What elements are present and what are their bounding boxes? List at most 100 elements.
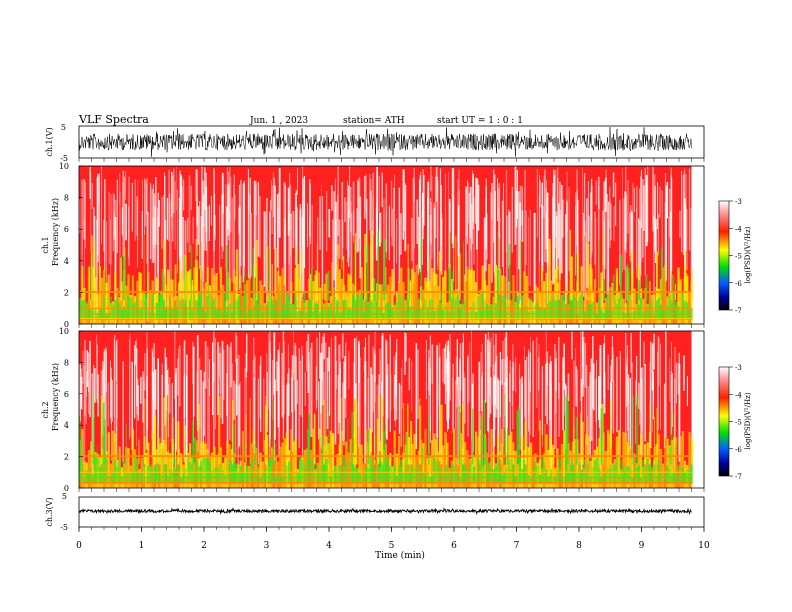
ch2-spec-green-band (316, 464, 319, 485)
ch2-spec-yellow-band (123, 463, 126, 488)
ch2-spec-white-streak (593, 363, 595, 411)
ch1-spec-green-band (351, 294, 354, 320)
ch2-spec-white-streak (175, 375, 176, 470)
ch2-spec-white-streak (339, 362, 341, 451)
ch1-spec-spike (630, 249, 633, 301)
ch1-spec-white-streak (584, 220, 586, 313)
ch2-spec-white-streak (584, 336, 586, 433)
ch1-spec-white-streak (625, 192, 627, 254)
ch1-spec-white-streak (366, 198, 368, 263)
ch1-spec-green-band (354, 299, 357, 320)
ch1-spec-white-streak (101, 166, 102, 244)
ch1-spec-yellow-band (202, 288, 205, 324)
ch2-spec-yellow-band (376, 463, 379, 488)
ch2-spec-white-streak (445, 341, 447, 374)
ch1-spec-green-band (534, 304, 537, 320)
ch2-spec-white-streak (467, 357, 469, 404)
ch2-spec-white-streak (364, 368, 366, 464)
ch2-spec-white-streak (272, 360, 274, 420)
ch2-spec-white-streak (192, 341, 194, 384)
ch1-spec-white-streak (238, 184, 240, 224)
ch2-spec-yellow-band (305, 448, 308, 488)
ch1-freq-tick-label: 10 (59, 162, 69, 171)
ch2-spec-white-streak (674, 346, 676, 446)
ch1-spec-yellow-band (593, 279, 596, 324)
ch2-spec-green-band (519, 457, 522, 485)
ch1-spec-spike (587, 243, 590, 301)
ch1-spec-green-band (340, 311, 343, 320)
ch2-spec-white-streak (355, 339, 357, 448)
ch1-spec-white-streak (84, 218, 85, 291)
ch1-spec-yellow-band (585, 290, 588, 324)
ch2-spec-green-band (554, 476, 557, 485)
ch1-spec-green-band (633, 311, 636, 321)
ch2-spec-white-streak (493, 380, 495, 417)
ch2-spec-green-band (219, 457, 222, 485)
ch2-spec-white-streak (455, 356, 457, 464)
ch1-spec-white-streak (665, 186, 667, 281)
ch1-spec-yellow-band (629, 294, 632, 324)
ch2-spec-white-streak (213, 331, 215, 382)
ch2-spec-yellow-band (404, 444, 407, 488)
ch2-spec-green-band (503, 472, 506, 485)
ch2-spec-white-streak (219, 346, 221, 395)
ch1-spec-yellow-band (382, 293, 385, 324)
ch1-spec-green-band (662, 310, 665, 321)
ch2-spec-white-streak (670, 371, 672, 435)
ch2-spec-green-band (222, 470, 225, 485)
ch2-spec-green-band (384, 462, 387, 485)
ch2-spec-green-band (675, 477, 678, 484)
ch2-spec-green-band (206, 458, 209, 485)
ch2-spec-white-streak (105, 347, 107, 454)
ch1-spec-green-band (681, 291, 684, 320)
ch1-spec-yellow-band (340, 278, 343, 324)
ch2-spec-yellow-band (219, 447, 222, 488)
ch2-spec-green-band (565, 457, 568, 484)
ch2-spec-spike (481, 416, 483, 465)
ch1-spec-yellow-band (508, 281, 511, 324)
ch1-spec-green-band (347, 309, 350, 320)
ch1-spec-yellow-band (499, 268, 502, 324)
ch1-spec-white-streak (486, 213, 488, 260)
ch2-spec-white-streak (281, 353, 283, 417)
ch2-spec-white-streak (600, 345, 602, 419)
ch2-spec-spike (575, 416, 578, 465)
ch2-spec-spike (656, 408, 658, 465)
ch1-spec-green-band (563, 292, 566, 320)
ch1-spec-yellow-band (428, 280, 431, 324)
ch2-spec-yellow-band (259, 452, 262, 488)
ch1-spec-spike (327, 271, 330, 301)
ch2-spec-white-streak (611, 336, 613, 368)
ch1-spec-white-streak (412, 177, 415, 285)
ch2-spec-green-band (281, 475, 284, 485)
ch1-spec-green-band (112, 304, 115, 320)
ch1-colorbar-tick-label: -3 (735, 198, 742, 206)
ch2-spec-green-band (354, 466, 357, 485)
ch1-spec-spike (315, 270, 318, 301)
ch1-spec-green-band (382, 313, 385, 320)
ch2-spec-spike (138, 439, 140, 465)
ch2-spec-white-streak (405, 333, 407, 362)
ch2-spec-yellow-band (633, 453, 636, 488)
ch1-spec-yellow-band (180, 272, 183, 324)
ch1-spec-yellow-band (241, 296, 244, 324)
ch1-spec-white-streak (274, 185, 276, 295)
ch1-spec-yellow-band (87, 266, 90, 324)
ch1-spec-green-band (151, 292, 154, 320)
ch2-spec-white-streak (411, 360, 413, 412)
ch2-spec-green-band (563, 477, 566, 485)
station-label: station= ATH (343, 116, 405, 126)
ch2-spec-green-band (162, 458, 165, 484)
ch1-spec-white-streak (430, 201, 432, 245)
ch2-spec-yellow-band (345, 441, 348, 488)
ch1-spec-white-streak (125, 171, 127, 200)
ch1-spec-spike (318, 272, 320, 301)
ch1-spec-green-band (358, 294, 361, 321)
ch2-spec-white-streak (143, 381, 145, 482)
ch1-spec-white-streak (631, 211, 633, 275)
ch1-spec-white-streak (264, 211, 267, 292)
ch1-spec-green-band (635, 291, 638, 320)
ch2-spec-spike (274, 443, 276, 465)
ch2-spec-white-streak (219, 352, 221, 382)
ch2-spec-white-streak (493, 345, 495, 405)
